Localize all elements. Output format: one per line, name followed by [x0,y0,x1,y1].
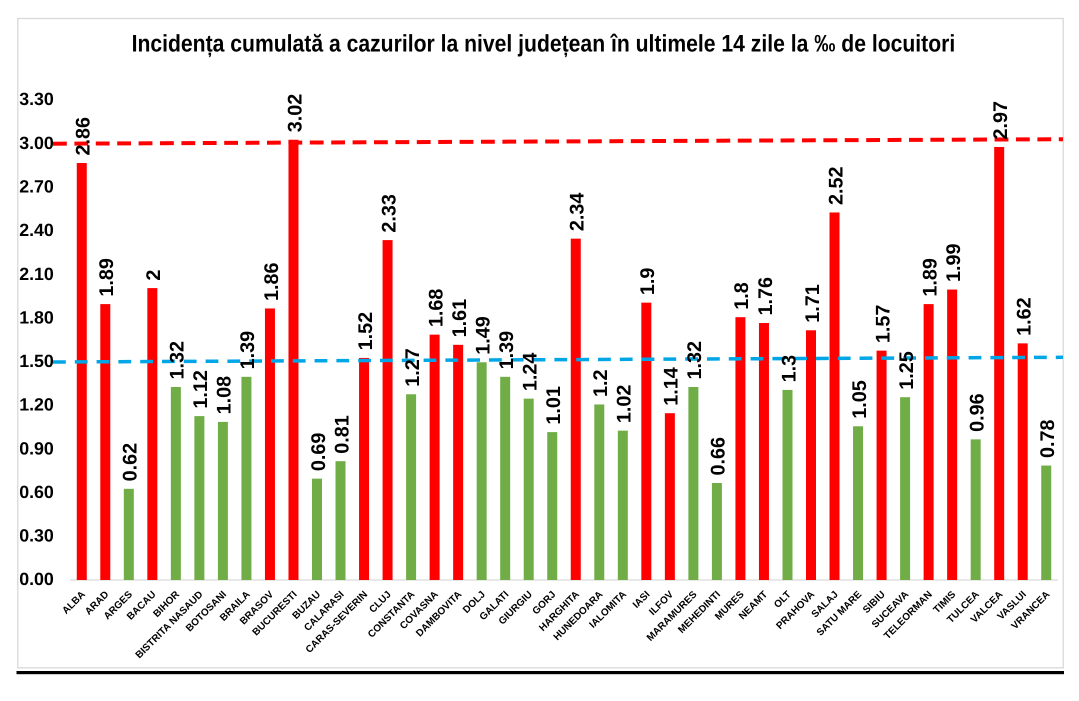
svg-text:2: 2 [143,270,165,281]
svg-text:2.97: 2.97 [990,101,1012,140]
svg-text:Incidența cumulată a cazurilor: Incidența cumulată a cazurilor la nivel … [132,31,956,58]
svg-text:0.78: 0.78 [1037,420,1059,459]
svg-text:1.89: 1.89 [96,258,118,297]
svg-text:1.49: 1.49 [472,316,494,355]
svg-text:1.9: 1.9 [637,268,659,296]
svg-text:3.30: 3.30 [19,89,54,109]
svg-text:3.00: 3.00 [19,133,54,153]
svg-text:1.24: 1.24 [520,353,542,392]
svg-text:1.89: 1.89 [919,258,941,297]
svg-text:1.76: 1.76 [755,277,777,316]
svg-text:0.00: 0.00 [19,569,54,589]
svg-text:1.14: 1.14 [661,367,683,406]
svg-text:0.30: 0.30 [19,526,54,546]
svg-text:1.02: 1.02 [614,385,636,424]
svg-text:1.05: 1.05 [849,380,871,419]
svg-text:1.20: 1.20 [19,395,54,415]
svg-text:1.39: 1.39 [237,331,259,370]
svg-text:1.68: 1.68 [425,289,447,328]
svg-text:2.10: 2.10 [19,264,54,284]
svg-text:1.32: 1.32 [684,341,706,380]
svg-text:2.86: 2.86 [73,117,95,156]
svg-text:0.60: 0.60 [19,482,54,502]
svg-text:0.81: 0.81 [331,415,353,454]
svg-text:2.40: 2.40 [19,220,54,240]
svg-text:1.62: 1.62 [1014,297,1036,336]
svg-text:1.99: 1.99 [943,244,965,283]
svg-text:1.80: 1.80 [19,307,54,327]
svg-text:1.52: 1.52 [355,312,377,351]
svg-text:1.3: 1.3 [778,355,800,383]
svg-text:0.62: 0.62 [120,443,142,482]
svg-text:1.71: 1.71 [802,284,824,323]
svg-text:1.61: 1.61 [449,299,471,338]
svg-text:1.50: 1.50 [19,351,54,371]
svg-text:1.08: 1.08 [214,376,236,415]
svg-text:3.02: 3.02 [284,94,306,133]
svg-text:0.66: 0.66 [708,437,730,476]
svg-text:2.34: 2.34 [567,193,589,232]
svg-text:1.86: 1.86 [261,262,283,301]
svg-text:2.52: 2.52 [825,166,847,205]
svg-text:1.39: 1.39 [496,331,518,370]
svg-text:2.33: 2.33 [378,194,400,233]
svg-text:0.96: 0.96 [966,393,988,432]
svg-text:0.69: 0.69 [308,433,330,472]
svg-text:2.70: 2.70 [19,177,54,197]
svg-text:1.27: 1.27 [402,348,424,387]
svg-text:1.12: 1.12 [190,370,212,409]
svg-text:1.2: 1.2 [590,369,612,397]
svg-text:1.32: 1.32 [167,341,189,380]
svg-text:0.90: 0.90 [19,438,54,458]
svg-text:1.57: 1.57 [872,305,894,344]
svg-text:1.8: 1.8 [731,282,753,310]
svg-text:1.25: 1.25 [896,351,918,390]
svg-text:1.01: 1.01 [543,386,565,425]
